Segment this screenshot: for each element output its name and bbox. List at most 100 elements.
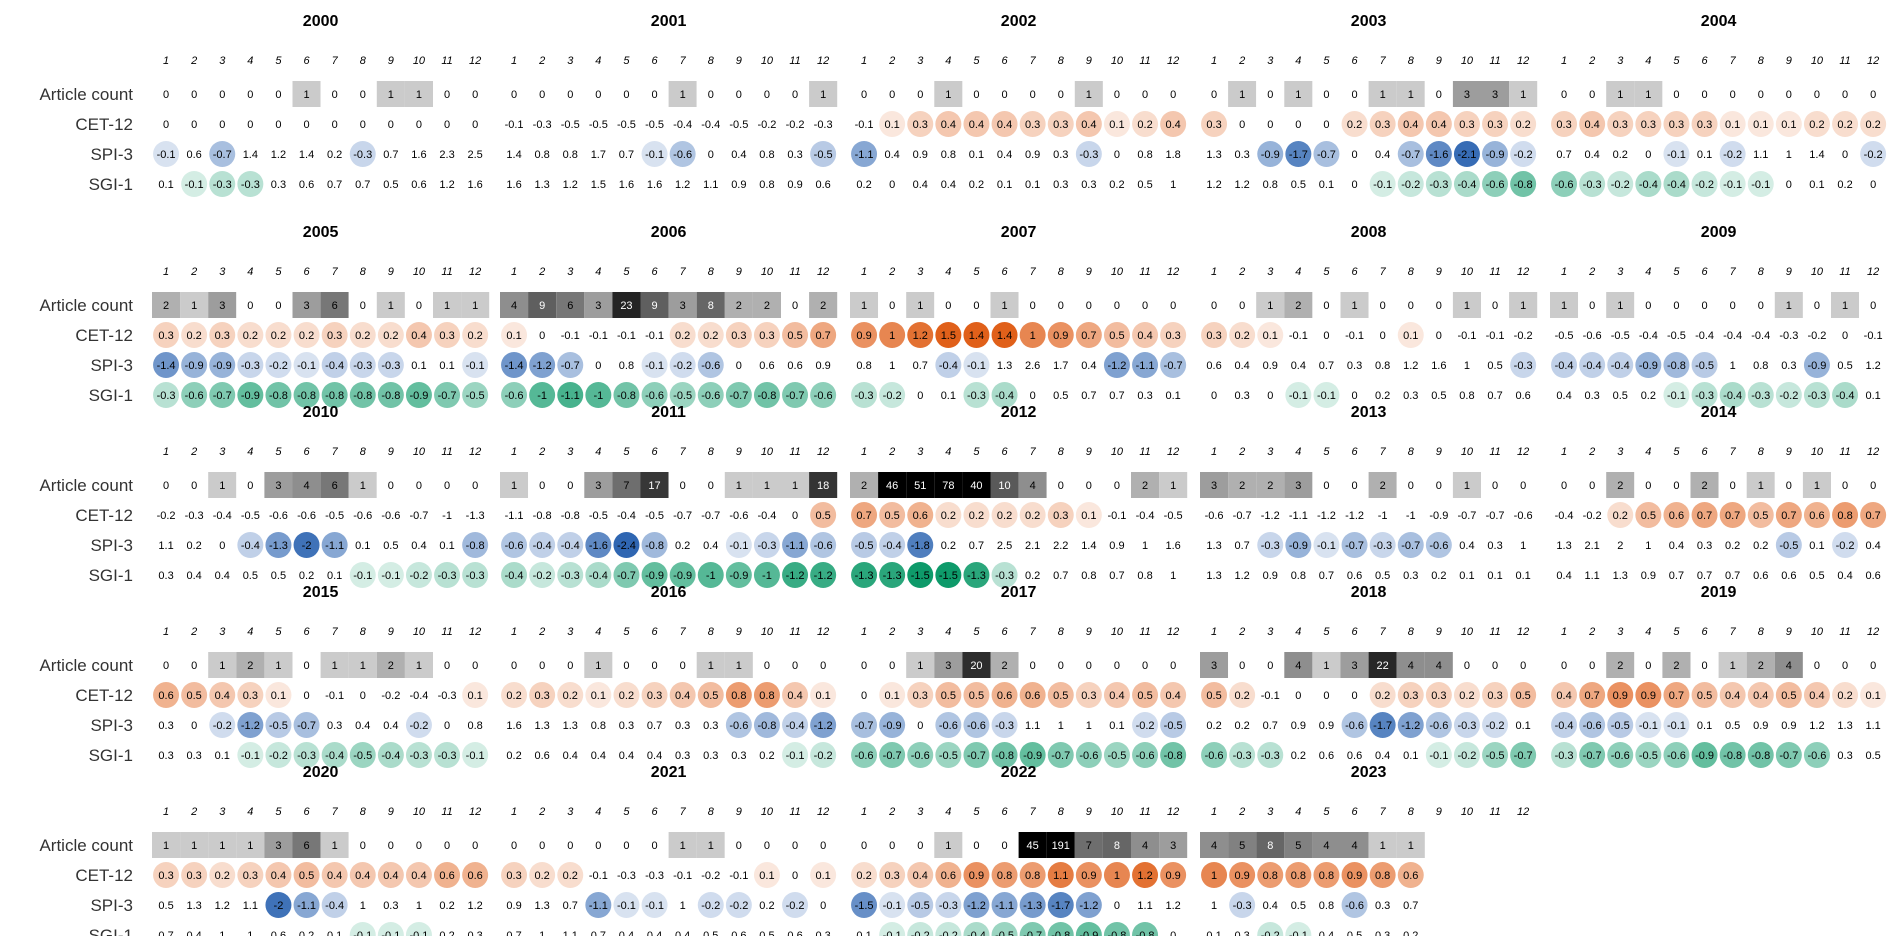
- sgi1-value: 0.2: [759, 750, 774, 762]
- sgi1-marker: [1579, 171, 1606, 197]
- spi3-value: 0.8: [1753, 360, 1768, 372]
- spi3-value: 0.5: [383, 540, 398, 552]
- spi3-value: 0.4: [411, 540, 426, 552]
- sgi1-value: -0.3: [1261, 750, 1280, 762]
- article-count-value: 6: [303, 840, 309, 852]
- sgi1-value: -0.1: [185, 179, 204, 191]
- cet12-value: 0.5: [1753, 510, 1768, 522]
- cet12-marker: [265, 862, 292, 888]
- spi3-value: -1.3: [1023, 900, 1042, 912]
- sgi1-marker: [1201, 742, 1228, 768]
- cet12-value: -0.7: [673, 510, 692, 522]
- article-count-value: 1: [861, 300, 867, 312]
- cet12-value: -0.6: [729, 510, 748, 522]
- article-count-cell: [1424, 652, 1453, 678]
- sgi1-marker: [810, 742, 837, 768]
- spi3-value: -0.7: [855, 720, 874, 732]
- month-label: 10: [1461, 446, 1474, 458]
- sgi1-marker: [1691, 742, 1718, 768]
- month-label: 9: [1786, 626, 1792, 638]
- sgi1-marker: [1453, 171, 1480, 197]
- cet12-value: 0.8: [1025, 870, 1040, 882]
- sgi1-value: -0.5: [353, 750, 372, 762]
- article-count-cell: [1634, 472, 1663, 498]
- cet12-marker: [1160, 322, 1187, 348]
- sgi1-value: 0.9: [787, 179, 802, 191]
- article-count-cell: [1662, 652, 1691, 678]
- month-label: 9: [1086, 55, 1092, 67]
- spi3-value: -0.2: [673, 360, 692, 372]
- article-count-cell: [906, 652, 935, 678]
- article-count-value: 0: [219, 89, 225, 101]
- cet12-value: 0: [163, 119, 169, 131]
- row-label-cet12: CET-12: [75, 686, 133, 705]
- cet12-value: 0.1: [1781, 119, 1796, 131]
- spi3-value: -0.6: [1583, 720, 1602, 732]
- cet12-value: 0.8: [1291, 870, 1306, 882]
- spi3-value: 0.7: [1403, 900, 1418, 912]
- spi3-value: 0.3: [327, 720, 342, 732]
- cet12-value: 0.5: [1641, 510, 1656, 522]
- cet12-value: -0.6: [353, 510, 372, 522]
- article-count-value: 0: [1589, 480, 1595, 492]
- cet12-value: 0.1: [1725, 119, 1740, 131]
- cet12-marker: [851, 862, 878, 888]
- spi3-value: -0.2: [1136, 720, 1155, 732]
- cet12-marker: [1047, 682, 1074, 708]
- sgi1-value: 0.4: [619, 750, 634, 762]
- article-count-value: 4: [1295, 660, 1301, 672]
- article-count-value: 0: [275, 89, 281, 101]
- article-count-value: 3: [595, 300, 601, 312]
- sgi1-value: -0.4: [995, 390, 1014, 402]
- month-label: 7: [1380, 806, 1387, 818]
- month-label: 10: [413, 806, 426, 818]
- cet12-value: 0.3: [1641, 119, 1656, 131]
- article-count-value: 0: [511, 840, 517, 852]
- article-count-cell: [1256, 472, 1285, 498]
- article-count-value: 1: [820, 89, 826, 101]
- cet12-value: -0.7: [1457, 510, 1476, 522]
- sgi1-value: -0.9: [1023, 750, 1042, 762]
- month-label: 4: [595, 55, 601, 67]
- article-count-value: 0: [1758, 89, 1764, 101]
- cet12-value: 0.2: [941, 510, 956, 522]
- month-label: 11: [441, 446, 452, 458]
- month-label: 7: [680, 266, 687, 278]
- cet12-value: 0.3: [1206, 119, 1221, 131]
- sgi1-marker: [1747, 171, 1774, 197]
- spi3-marker: [1453, 712, 1480, 738]
- article-count-value: 0: [163, 660, 169, 672]
- article-count-value: 0: [1870, 480, 1876, 492]
- sgi1-value: 1.6: [468, 179, 483, 191]
- article-count-cell: [1159, 292, 1188, 318]
- article-count-cell: [1046, 292, 1075, 318]
- spi3-value: 0.7: [1556, 149, 1571, 161]
- spi3-value: -0.1: [1667, 149, 1686, 161]
- article-count-cell: [640, 472, 669, 498]
- sgi1-value: -0.2: [814, 750, 833, 762]
- cet12-value: 0.3: [327, 330, 342, 342]
- spi3-marker: [1341, 532, 1368, 558]
- month-label: 3: [567, 446, 574, 458]
- article-count-cell: [1018, 292, 1047, 318]
- month-label: 4: [595, 806, 601, 818]
- article-count-cell: [1256, 652, 1285, 678]
- month-label: 2: [1238, 626, 1245, 638]
- cet12-marker: [501, 322, 528, 348]
- spi3-marker: [462, 532, 489, 558]
- article-count-cell: [1578, 652, 1607, 678]
- spi3-marker: [1803, 352, 1830, 378]
- cet12-value: 0.5: [1109, 330, 1124, 342]
- article-count-cell: [696, 81, 725, 107]
- spi3-marker: [697, 892, 724, 918]
- month-label: 12: [817, 806, 829, 818]
- spi3-value: -0.7: [1401, 540, 1420, 552]
- spi3-value: 1.1: [243, 900, 258, 912]
- sgi1-value: -0.6: [185, 390, 204, 402]
- sgi1-value: -0.8: [1514, 179, 1533, 191]
- spi3-marker: [1832, 532, 1859, 558]
- sgi1-value: 0.2: [1837, 179, 1852, 191]
- month-label: 1: [861, 626, 867, 638]
- month-label: 12: [1867, 626, 1879, 638]
- article-count-cell: [556, 652, 585, 678]
